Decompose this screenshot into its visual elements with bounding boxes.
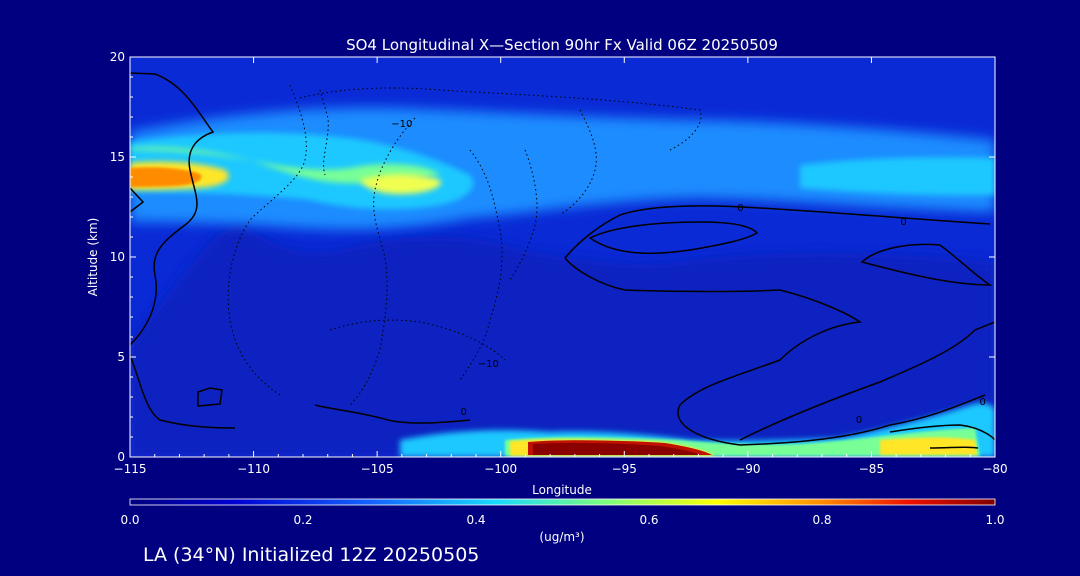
lower-dark-region — [130, 220, 995, 457]
colorbar — [129, 498, 996, 506]
x-axis: −115 −110 −105 −100 −95 −90 −85 −80 — [114, 57, 1008, 476]
contour-solid — [197, 387, 223, 407]
contour-dotted — [349, 117, 416, 406]
contour-solid — [130, 187, 145, 213]
cyan-band-east — [800, 157, 995, 196]
contour-dotted — [329, 319, 506, 361]
x-tick-label: −90 — [735, 462, 760, 476]
x-tick-label: −100 — [484, 462, 517, 476]
y-axis: 0 5 10 15 20 — [110, 50, 995, 464]
init-info-text: LA (34°N) Initialized 12Z 20250505 — [143, 544, 479, 566]
x-tick-label: −95 — [612, 462, 637, 476]
contour-solid — [564, 205, 991, 259]
y-tick-label: 10 — [110, 250, 125, 264]
colorbar-tick-label: 0.8 — [812, 513, 831, 527]
contour-solid — [130, 72, 215, 346]
contour-solid — [130, 354, 236, 429]
y-tick-label: 20 — [110, 50, 125, 64]
contour-label: −10 — [478, 359, 499, 370]
y-tick-label: 0 — [117, 450, 125, 464]
x-tick-label: −110 — [237, 462, 270, 476]
colorbar-tick-label: 0.4 — [466, 513, 485, 527]
contour-dotted — [459, 149, 503, 381]
contour-label: 0 — [856, 415, 862, 426]
colorbar-tick-label: 0.2 — [293, 513, 312, 527]
y-axis-label: Altitude (km) — [86, 218, 100, 297]
contour-lines — [130, 72, 995, 449]
yellow-core-mid — [360, 174, 441, 195]
contour-solid — [314, 404, 471, 424]
orange-core-west — [130, 167, 202, 187]
chart-title: SO4 Longitudinal X—Section 90hr Fx Valid… — [346, 36, 778, 54]
x-tick-label: −115 — [114, 462, 147, 476]
contour-solid — [564, 257, 986, 446]
contour-solid — [889, 424, 995, 441]
colorbar-ticks: 0.0 0.2 0.4 0.6 0.8 1.0 — [120, 513, 1004, 527]
colorbar-units-label: (ug/m³) — [539, 530, 584, 544]
contour-label: −10 — [391, 119, 412, 130]
contour-solid — [739, 321, 995, 441]
y-tick-label: 15 — [110, 150, 125, 164]
y-tick-label: 5 — [117, 350, 125, 364]
contour-solid — [588, 221, 759, 255]
contour-label: 0 — [460, 407, 466, 418]
colorbar-tick-label: 0.0 — [120, 513, 139, 527]
contour-solid — [929, 446, 979, 449]
plot-area: −10 −10 0 0 0 0 0 — [130, 57, 995, 457]
contour-dotted — [319, 89, 329, 176]
contour-dotted — [559, 109, 597, 216]
surface-yellow-east — [880, 437, 977, 455]
x-tick-label: −105 — [361, 462, 394, 476]
contour-labels: −10 −10 0 0 0 0 0 — [391, 119, 986, 426]
contour-lines-dotted — [227, 84, 702, 406]
x-tick-label: −80 — [982, 462, 1007, 476]
colorbar-tick-label: 0.6 — [639, 513, 658, 527]
contour-label: 0 — [900, 217, 906, 228]
contour-dotted — [509, 149, 538, 281]
contour-label: 0 — [979, 397, 985, 408]
contour-solid — [860, 243, 993, 286]
x-tick-label: −85 — [859, 462, 884, 476]
x-axis-label: Longitude — [532, 483, 592, 497]
contour-label: 0 — [737, 203, 743, 214]
concentration-shading — [130, 107, 995, 457]
surface-darkred — [533, 442, 700, 455]
green-band — [130, 147, 440, 184]
colorbar-tick-label: 1.0 — [985, 513, 1004, 527]
